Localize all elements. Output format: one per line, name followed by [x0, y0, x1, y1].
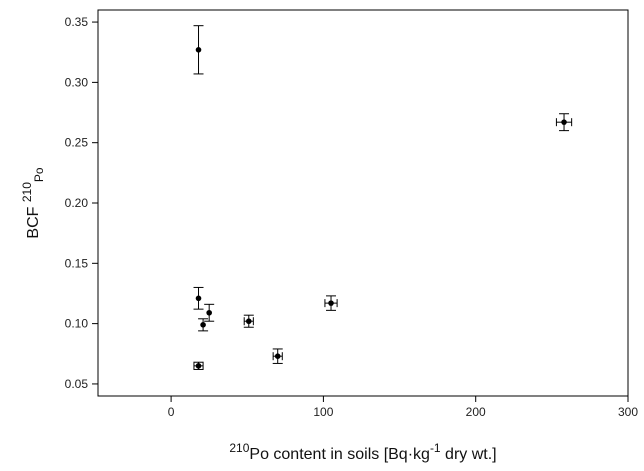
x-axis-title-main: Po content in soils [Bq·kg — [249, 446, 430, 463]
plot-frame — [97, 9, 629, 397]
y-tick-label: 0.25 — [65, 136, 89, 150]
point-marker — [328, 300, 334, 306]
y-tick-label: 0.15 — [65, 256, 89, 270]
x-axis-title-sup: -1 — [430, 441, 441, 455]
point-marker — [274, 353, 281, 359]
y-axis-title: BCF 210Po — [20, 167, 46, 238]
y-tick-label: 0.35 — [65, 15, 89, 29]
y-tick-label: 0.30 — [65, 75, 89, 89]
y-axis-ticks: 0.05 0.10 0.15 0.20 0.25 0.30 0.35 — [65, 15, 98, 391]
data-point — [193, 361, 204, 370]
x-axis-title-suffix: dry wt.] — [441, 446, 497, 463]
point-marker — [195, 47, 202, 53]
data-point — [198, 318, 209, 332]
x-tick-label: 200 — [466, 405, 486, 419]
data-point — [243, 314, 254, 328]
data-point — [193, 25, 204, 75]
data-point — [193, 286, 204, 310]
y-axis-title-main: BCF — [25, 202, 42, 238]
point-marker — [206, 309, 212, 316]
data-point — [555, 113, 573, 132]
y-axis-title-sub: Po — [32, 167, 46, 182]
point-marker — [200, 322, 206, 328]
point-marker — [195, 363, 202, 369]
data-points — [193, 25, 573, 370]
x-tick-label: 0 — [168, 405, 175, 419]
data-point — [204, 303, 215, 322]
point-marker — [561, 119, 567, 125]
point-marker — [245, 318, 252, 325]
x-axis-title-prefix: 210 — [229, 441, 249, 455]
y-tick-label: 0.20 — [65, 196, 89, 210]
x-tick-label: 300 — [618, 405, 638, 419]
x-axis-title: 210Po content in soils [Bq·kg-1 dry wt.] — [229, 441, 496, 463]
y-tick-label: 0.05 — [65, 377, 89, 391]
x-axis-ticks: 0 100 200 300 — [168, 396, 638, 419]
y-axis-title-sup: 210 — [20, 182, 34, 202]
data-point — [324, 295, 338, 311]
y-tick-label: 0.10 — [65, 317, 89, 331]
x-tick-label: 100 — [313, 405, 333, 419]
data-point — [272, 348, 283, 364]
point-marker — [195, 295, 202, 302]
